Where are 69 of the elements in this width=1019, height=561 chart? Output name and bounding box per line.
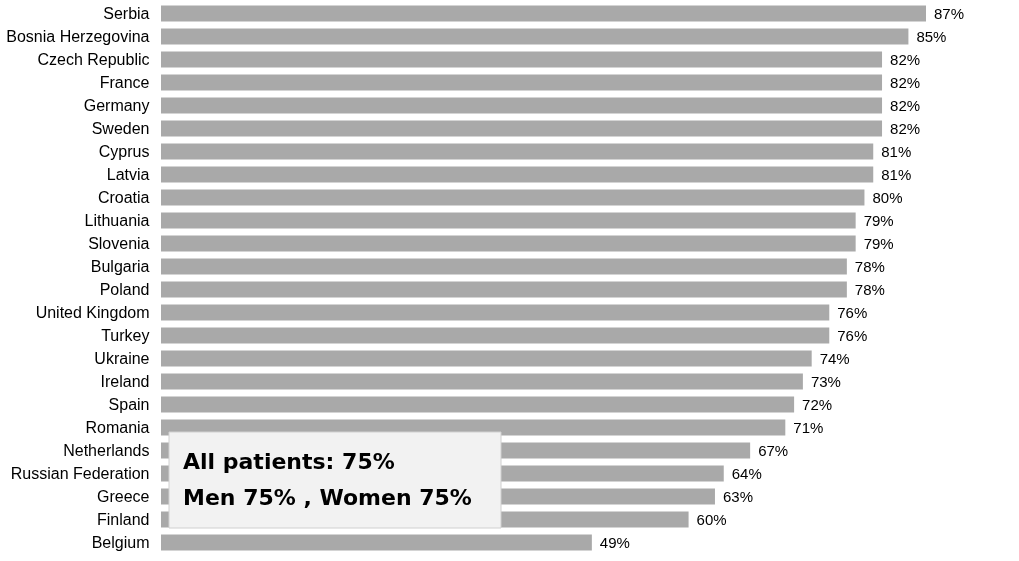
data-label: 82%	[890, 50, 921, 68]
y-tick-label: Bosnia Herzegovina	[6, 27, 150, 45]
y-tick-label: Sweden	[91, 119, 150, 137]
data-label: 49%	[599, 533, 630, 551]
bar	[161, 373, 803, 390]
data-label: 74%	[819, 349, 850, 367]
y-tick-label: Netherlands	[63, 441, 150, 459]
y-tick-label: United Kingdom	[35, 303, 150, 321]
data-label: 78%	[854, 257, 885, 275]
bar	[161, 74, 883, 91]
annotation: Men 75% , Women 75%	[183, 485, 472, 510]
data-label: 76%	[837, 326, 868, 344]
bar	[161, 120, 883, 137]
bar	[161, 212, 856, 229]
data-label: 78%	[854, 280, 885, 298]
annotation: All patients: 75%	[183, 449, 395, 474]
data-label: 81%	[881, 165, 912, 183]
bar	[161, 304, 830, 321]
y-tick-label: Ireland	[100, 372, 150, 390]
bar	[161, 396, 795, 413]
y-tick-label: Bulgaria	[90, 257, 150, 275]
y-tick-label: Croatia	[97, 188, 150, 206]
data-label: 72%	[802, 395, 833, 413]
bar	[161, 143, 874, 160]
y-tick-label: Belgium	[91, 533, 150, 551]
bar	[161, 5, 926, 22]
bar	[161, 350, 812, 367]
y-tick-label: Latvia	[106, 165, 150, 183]
data-label: 60%	[696, 510, 727, 528]
y-tick-label: Russian Federation	[10, 464, 150, 482]
y-tick-label: Slovenia	[88, 234, 150, 252]
bar	[161, 327, 830, 344]
y-tick-label: Germany	[83, 96, 150, 114]
bar	[161, 281, 847, 298]
y-tick-label: Lithuania	[84, 211, 150, 229]
bar	[161, 189, 865, 206]
data-label: 81%	[881, 142, 912, 160]
data-label: 64%	[731, 464, 762, 482]
y-tick-label: France	[99, 73, 150, 91]
data-label: 73%	[810, 372, 841, 390]
data-label: 82%	[890, 119, 921, 137]
data-label: 82%	[890, 96, 921, 114]
bar	[161, 51, 883, 68]
y-tick-label: Ukraine	[94, 349, 150, 367]
data-label: 79%	[863, 234, 894, 252]
bar	[161, 166, 874, 183]
y-tick-label: Czech Republic	[37, 50, 150, 68]
data-label: 85%	[916, 27, 947, 45]
bar	[161, 258, 847, 275]
data-label: 67%	[758, 441, 789, 459]
bar	[161, 97, 883, 114]
bar	[161, 534, 592, 551]
bar	[161, 235, 856, 252]
data-label: 79%	[863, 211, 894, 229]
y-tick-label: Serbia	[103, 4, 150, 22]
y-tick-label: Cyprus	[98, 142, 150, 160]
y-tick-label: Romania	[85, 418, 150, 436]
data-label: 76%	[837, 303, 868, 321]
y-tick-label: Poland	[99, 280, 150, 298]
y-tick-label: Greece	[97, 487, 150, 505]
data-label: 63%	[722, 487, 753, 505]
data-label: 71%	[793, 418, 824, 436]
bar	[161, 28, 909, 45]
data-label: 80%	[872, 188, 903, 206]
y-tick-label: Turkey	[101, 326, 150, 344]
data-label: 87%	[934, 4, 965, 22]
y-tick-label: Finland	[97, 510, 150, 528]
data-label: 82%	[890, 73, 921, 91]
y-tick-label: Spain	[108, 395, 150, 413]
